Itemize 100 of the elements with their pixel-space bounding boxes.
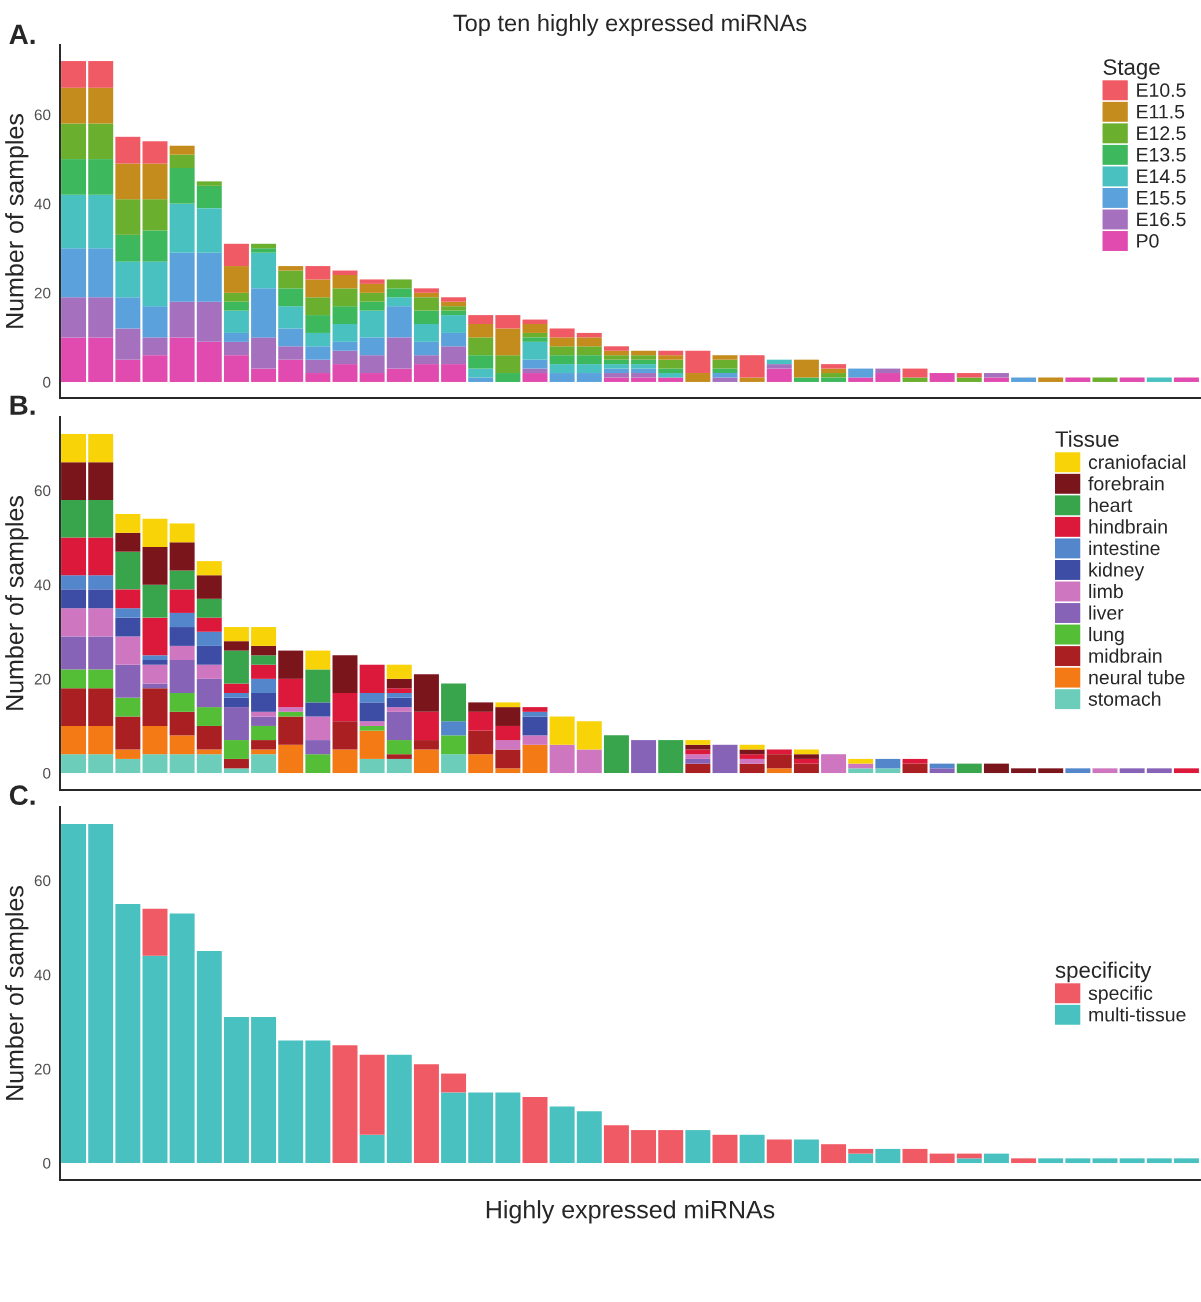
bar: [142, 141, 168, 164]
bar: [793, 754, 819, 759]
bar: [251, 248, 277, 253]
bar: [793, 763, 819, 774]
bar: [658, 359, 684, 369]
bar: [61, 194, 87, 249]
y-axis-title: Number of samples: [5, 114, 29, 328]
bar: [115, 749, 141, 759]
bar: [223, 650, 249, 684]
bar: [468, 702, 494, 712]
bar: [88, 159, 114, 195]
bar: [1038, 768, 1064, 774]
bar: [441, 683, 467, 722]
bar: [278, 266, 304, 271]
bar: [413, 355, 439, 365]
bar: [61, 462, 87, 500]
bar: [712, 1134, 738, 1164]
bar: [603, 373, 629, 378]
bar: [549, 364, 575, 374]
bar: [468, 337, 494, 356]
bar: [196, 631, 222, 646]
bar: [441, 346, 467, 365]
bar: [115, 359, 141, 382]
bar: [1092, 1158, 1118, 1164]
bar: [251, 725, 277, 741]
bar: [88, 123, 114, 160]
bar: [61, 248, 87, 298]
y-tick-label: 20: [34, 673, 51, 685]
bar: [278, 716, 304, 745]
bar: [956, 373, 982, 378]
bar: [88, 823, 114, 1164]
bar: [88, 688, 114, 726]
bar: [251, 645, 277, 656]
bar: [441, 306, 467, 311]
bar: [196, 951, 222, 1164]
bar: [631, 368, 657, 374]
bar: [821, 377, 847, 382]
bar: [386, 279, 412, 289]
legend-title: specificity: [1055, 961, 1152, 983]
bar: [61, 589, 87, 609]
bar: [278, 270, 304, 289]
bar: [142, 546, 168, 585]
bar: [88, 537, 114, 576]
bar: [169, 735, 195, 755]
bar: [522, 1097, 548, 1164]
bar: [251, 1017, 277, 1164]
bar: [115, 904, 141, 1164]
bar: [1173, 377, 1199, 382]
y-tick-label: 60: [34, 485, 51, 497]
bar: [196, 301, 222, 342]
bar: [685, 350, 711, 374]
bar: [88, 608, 114, 637]
bar: [332, 341, 358, 351]
bar: [413, 674, 439, 712]
bar: [495, 355, 521, 374]
bar: [332, 306, 358, 325]
bar: [983, 1153, 1009, 1164]
bar: [359, 283, 385, 293]
legend-label: specific: [1088, 985, 1153, 1004]
text: B.: [10, 395, 35, 415]
bar: [196, 575, 222, 599]
bar: [305, 332, 331, 347]
bar: [305, 266, 331, 280]
bar: [603, 1125, 629, 1164]
bar: [196, 725, 222, 750]
bar: [359, 1054, 385, 1135]
bar: [549, 328, 575, 338]
legend-label: intestine: [1089, 540, 1160, 556]
bar: [1011, 768, 1037, 774]
y-tick-label: 0: [43, 1157, 51, 1169]
bar: [359, 373, 385, 382]
bar: [875, 368, 901, 374]
bar: [902, 377, 928, 382]
bar: [685, 754, 711, 759]
legend-label: liver: [1089, 605, 1124, 620]
bar: [1119, 768, 1145, 774]
bar: [332, 692, 358, 722]
bar: [196, 181, 222, 186]
legend-label: heart: [1089, 497, 1133, 513]
bar: [332, 364, 358, 382]
bar: [169, 203, 195, 253]
bar: [875, 373, 901, 382]
bar: [142, 518, 168, 547]
bar: [169, 913, 195, 1164]
bar: [468, 730, 494, 755]
bar: [142, 664, 168, 684]
bar: [278, 328, 304, 347]
bar: [441, 721, 467, 736]
bar: [413, 711, 439, 741]
bar: [495, 315, 521, 329]
bar: [441, 1092, 467, 1164]
legend-label: forebrain: [1088, 476, 1164, 491]
bar: [766, 368, 792, 382]
bar: [413, 288, 439, 293]
bar: [386, 678, 412, 689]
bar: [359, 725, 385, 731]
bar: [1038, 1158, 1064, 1164]
bar: [576, 721, 602, 750]
bar: [522, 359, 548, 369]
bar: [793, 1139, 819, 1164]
